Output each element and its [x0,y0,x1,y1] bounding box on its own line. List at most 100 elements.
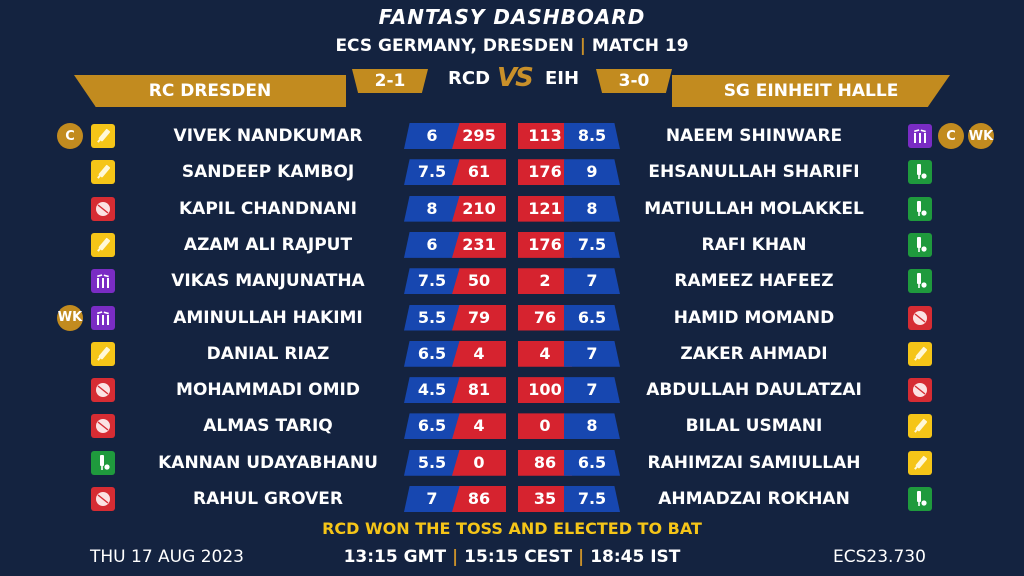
right-team-banner: SG EINHEIT HALLE [672,75,950,107]
left-team-banner: RC DRESDEN [74,75,346,107]
left-player-credit: 5.5 [404,449,460,476]
cricket-bat-icon [91,124,115,148]
right-player-name: RAHIMZAI SAMIULLAH [647,452,861,473]
left-player-credit: 7.5 [404,159,460,186]
right-player-name: ZAKER AHMADI [680,343,828,364]
cricket-bat-icon [908,450,932,475]
allrounder-bat-ball-icon [908,487,932,511]
left-player-name: KAPIL CHANDNANI [178,198,357,219]
cricket-bat-icon [908,341,932,366]
left-player-name: RAHUL GROVER [193,489,343,509]
time-separator: | [578,547,585,567]
left-player-points: 86 [452,486,506,512]
captain-badge: C [938,123,964,149]
left-player-name: AZAM ALI RAJPUT [183,234,353,255]
left-player-points: 50 [452,268,506,295]
table-row: DANIAL RIAZ 6.5 4 4 7 ZAKER AHMADI [0,339,1024,369]
left-player-points: 231 [452,231,506,258]
cricket-ball-icon [91,378,115,403]
allrounder-bat-ball-icon [91,450,115,475]
subtitle-separator: | [579,36,586,56]
left-player-points: 61 [452,159,506,186]
page-title: FANTASY DASHBOARD [378,5,646,29]
right-player-points: 76 [518,304,572,331]
time-cest: 15:15 CEST [464,547,573,567]
left-player-name: MOHAMMADI OMID [176,380,360,401]
match-code: ECS23.730 [833,547,926,567]
left-player-name: AMINULLAH HAKIMI [173,307,363,328]
time-ist: 18:45 IST [590,547,681,567]
left-player-name: DANIAL RIAZ [206,343,330,364]
right-player-credit: 7 [564,340,620,367]
table-row: WK AMINULLAH HAKIMI 5.5 79 76 6.5 HAMID MOMAND [0,303,1024,333]
right-player-name: ABDULLAH DAULATZAI [646,380,862,401]
wicket-stumps-icon [91,269,115,294]
right-player-points: 35 [518,486,572,512]
left-player-points: 295 [452,123,506,149]
cricket-bat-icon [91,160,115,185]
wicketkeeper-badge: WK [968,123,994,149]
cricket-ball-icon [908,305,932,330]
right-team-record: 3-0 [596,69,672,93]
right-player-credit: 9 [564,159,620,186]
left-player-points: 79 [452,304,506,331]
right-player-points: 100 [518,377,572,404]
left-player-credit: 6 [404,231,460,258]
event-name: ECS GERMANY, DRESDEN [335,36,574,56]
right-player-name: RAFI KHAN [701,234,807,255]
left-player-credit: 6.5 [404,413,460,440]
left-player-name: VIKAS MANJUNATHA [171,271,365,292]
table-row: KANNAN UDAYABHANU 5.5 0 86 6.5 RAHIMZAI SAMIU… [0,448,1024,478]
table-row: SANDEEP KAMBOJ 7.5 61 176 9 EHSANULLAH SHARIF… [0,157,1024,187]
wicket-stumps-icon [908,124,932,148]
right-player-credit: 7 [564,377,620,404]
right-player-points: 4 [518,340,572,367]
left-player-name: ALMAS TARIQ [203,416,333,437]
right-team-abbr: EIH [545,68,580,89]
left-player-name: VIVEK NANDKUMAR [173,126,363,146]
wicket-stumps-icon [91,305,115,330]
table-row: KAPIL CHANDNANI 8 210 121 8 MATIULLAH MOLAKKE… [0,194,1024,224]
table-row: AZAM ALI RAJPUT 6 231 176 7.5 RAFI KHAN [0,230,1024,260]
versus-logo: VS [497,63,534,93]
allrounder-bat-ball-icon [908,232,932,257]
right-player-points: 121 [518,195,572,222]
left-player-points: 81 [452,377,506,404]
cricket-ball-icon [91,196,115,221]
right-player-points: 113 [518,123,572,149]
cricket-bat-icon [91,341,115,366]
left-team-record: 2-1 [352,69,428,93]
toss-result: RCD WON THE TOSS AND ELECTED TO BAT [322,519,702,538]
left-player-credit: 8 [404,195,460,222]
allrounder-bat-ball-icon [908,196,932,221]
time-gmt: 13:15 GMT [343,547,447,567]
left-player-name: SANDEEP KAMBOJ [181,162,355,183]
cricket-ball-icon [908,378,932,403]
captain-badge: C [57,123,83,149]
table-row: ALMAS TARIQ 6.5 4 0 8 BILAL USMANI [0,411,1024,441]
right-player-credit: 8.5 [564,123,620,149]
cricket-bat-icon [91,232,115,257]
right-player-credit: 7 [564,268,620,295]
right-player-name: EHSANULLAH SHARIFI [648,162,860,183]
right-player-name: BILAL USMANI [685,416,823,437]
left-player-name: KANNAN UDAYABHANU [158,452,378,473]
left-player-points: 4 [452,413,506,440]
right-player-credit: 8 [564,195,620,222]
left-player-points: 4 [452,340,506,367]
left-player-points: 0 [452,449,506,476]
allrounder-bat-ball-icon [908,160,932,185]
match-subtitle: ECS GERMANY, DRESDEN | MATCH 19 [0,36,1024,56]
right-player-points: 2 [518,268,572,295]
match-times: 13:15 GMT | 15:15 CEST | 18:45 IST [0,547,1024,567]
allrounder-bat-ball-icon [908,269,932,294]
right-player-credit: 6.5 [564,449,620,476]
table-row: MOHAMMADI OMID 4.5 81 100 7 ABDULLAH DAULATZA… [0,375,1024,405]
left-player-credit: 4.5 [404,377,460,404]
match-date: THU 17 AUG 2023 [90,547,244,567]
left-player-credit: 5.5 [404,304,460,331]
right-player-name: AHMADZAI ROKHAN [658,489,850,509]
right-player-points: 0 [518,413,572,440]
right-player-name: NAEEM SHINWARE [665,126,843,146]
match-number: MATCH 19 [591,36,689,56]
